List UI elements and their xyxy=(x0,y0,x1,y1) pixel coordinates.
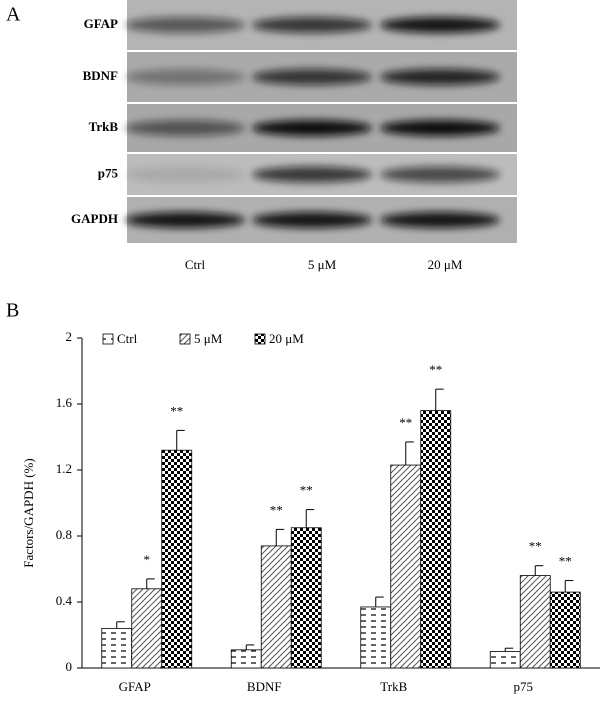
blot-band xyxy=(252,17,372,33)
blot-band xyxy=(380,69,500,85)
blot-band xyxy=(252,212,372,228)
significance: ** xyxy=(559,554,572,569)
legend-swatch xyxy=(254,333,266,345)
row-label: BDNF xyxy=(83,68,118,83)
row-label: TrkB xyxy=(89,119,119,134)
y-tick-label: 0 xyxy=(66,659,73,674)
y-tick-label: 0.4 xyxy=(56,593,73,608)
lane-label: 5 μM xyxy=(308,257,337,272)
x-tick-label: GFAP xyxy=(119,679,151,694)
significance: * xyxy=(144,552,151,567)
blot-band xyxy=(380,166,500,183)
blot-band xyxy=(125,69,245,85)
bar xyxy=(519,575,551,669)
lane-label: Ctrl xyxy=(185,257,206,272)
significance: ** xyxy=(529,539,542,554)
bar xyxy=(390,464,422,669)
x-tick-label: p75 xyxy=(514,679,534,694)
western-blot: GFAP BDNF TrkB p75 GAPDH Ctrl 5 μM 20 μM xyxy=(71,0,517,272)
blot-band xyxy=(380,120,500,136)
row-label: p75 xyxy=(98,165,119,180)
blot-band xyxy=(252,166,372,183)
row-label: GAPDH xyxy=(71,211,118,226)
legend-swatch xyxy=(179,333,191,345)
y-axis-label: Factors/GAPDH (%) xyxy=(21,458,36,567)
bar xyxy=(101,628,133,669)
blot-band xyxy=(252,69,372,85)
blot-band xyxy=(380,212,500,228)
significance: ** xyxy=(270,502,283,517)
blot-band xyxy=(252,120,372,136)
x-tick-label: TrkB xyxy=(380,679,407,694)
bar xyxy=(161,449,193,669)
bar xyxy=(549,591,581,669)
bar xyxy=(131,588,163,669)
significance: ** xyxy=(429,362,442,377)
legend-swatch xyxy=(102,333,114,345)
bar xyxy=(260,545,292,669)
blot-band xyxy=(125,212,245,228)
y-tick-label: 1.6 xyxy=(56,395,73,410)
bar xyxy=(489,651,521,669)
y-tick-label: 1.2 xyxy=(56,461,72,476)
blot-band xyxy=(125,17,245,33)
panel-label: A xyxy=(6,4,21,26)
legend-label: Ctrl xyxy=(117,331,138,346)
significance: ** xyxy=(399,415,412,430)
significance: ** xyxy=(300,483,313,498)
blot-band xyxy=(125,120,245,136)
x-tick-label: BDNF xyxy=(247,679,282,694)
blot-band xyxy=(125,166,245,183)
legend-label: 5 μM xyxy=(194,331,223,346)
bar xyxy=(290,527,322,669)
panel-label: B xyxy=(6,300,19,322)
significance: ** xyxy=(170,403,183,418)
lane-label: 20 μM xyxy=(428,257,463,272)
blot-band xyxy=(380,17,500,33)
bar xyxy=(420,410,452,669)
legend-label: 20 μM xyxy=(269,331,304,346)
bar xyxy=(360,606,392,669)
row-label: GFAP xyxy=(84,16,118,31)
y-tick-label: 0.8 xyxy=(56,527,72,542)
y-tick-label: 2 xyxy=(66,329,73,344)
bar xyxy=(230,649,262,669)
